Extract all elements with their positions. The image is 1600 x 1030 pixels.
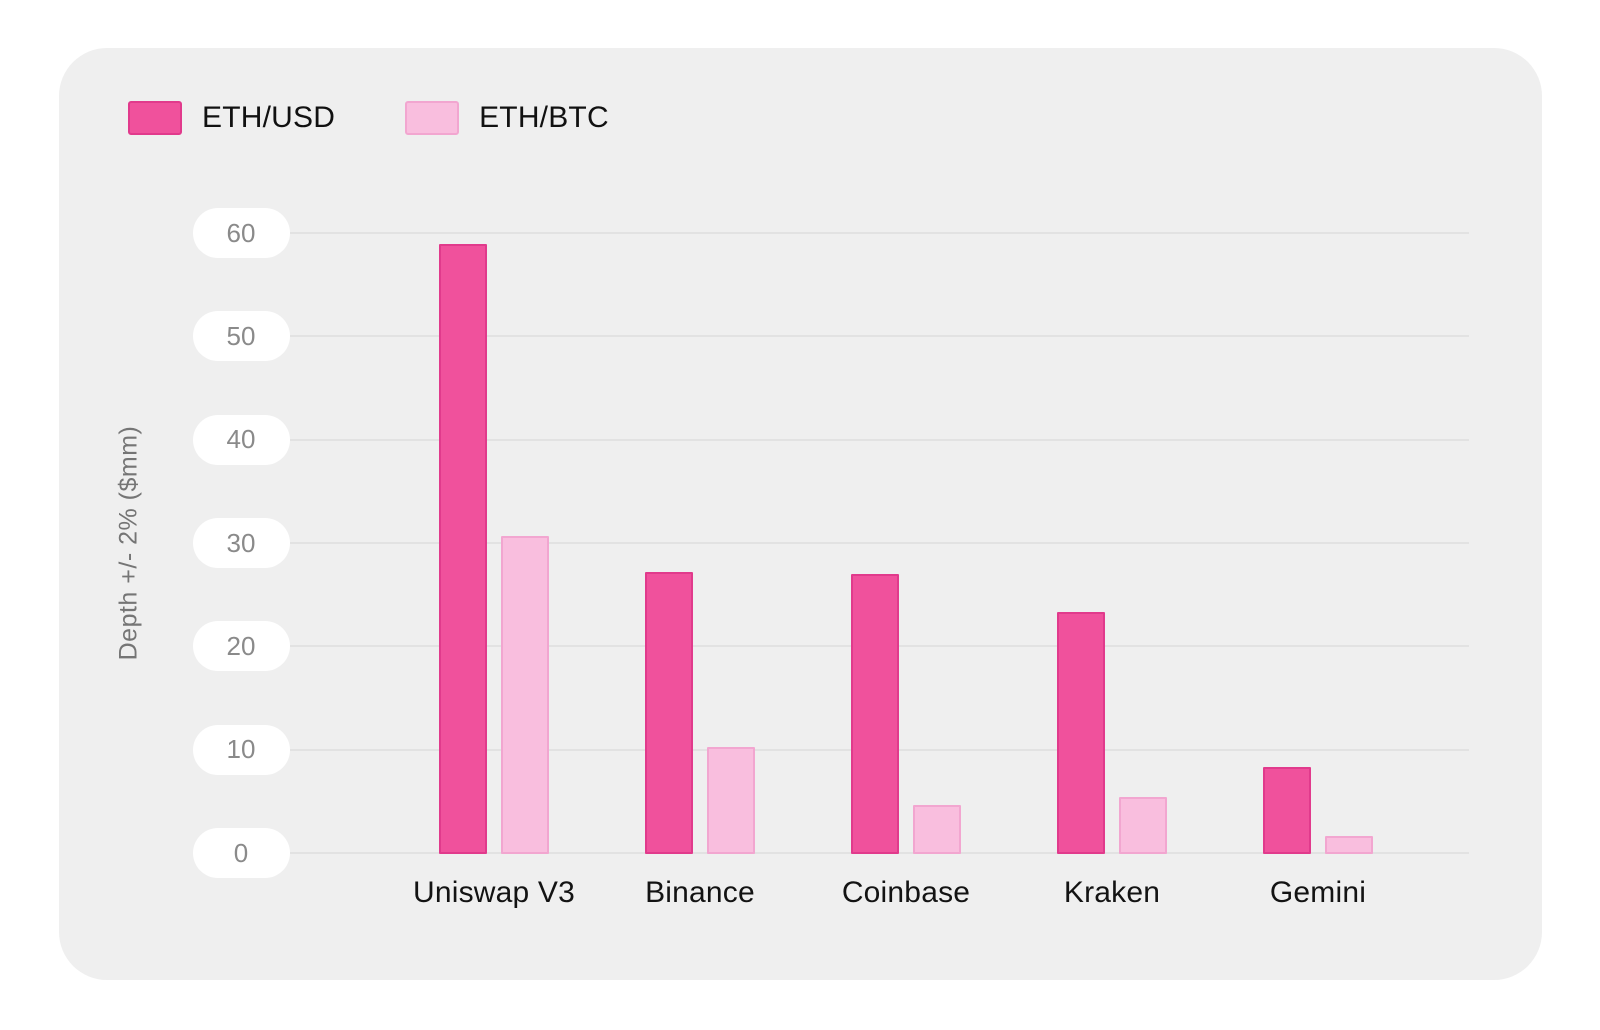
- bar-eth-btc-uniswap-v3: [501, 535, 549, 854]
- bar-eth-btc-coinbase: [913, 805, 961, 854]
- bar-eth-usd-kraken: [1057, 612, 1105, 854]
- chart-legend: ETH/USD ETH/BTC: [128, 101, 609, 135]
- bar-eth-usd-coinbase: [851, 573, 899, 854]
- gridline-40: [290, 438, 1469, 441]
- bar-eth-btc-kraken: [1119, 797, 1167, 854]
- legend-label-eth-btc: ETH/BTC: [479, 101, 609, 134]
- plot-area: 60 50 40 30 20 10 0 Uniswap V3 Binance Coinbase Kr…: [59, 48, 1542, 980]
- y-tick-50: 50: [192, 311, 290, 362]
- bar-eth-btc-binance: [707, 746, 755, 854]
- x-label-uniswap-v3: Uniswap V3: [412, 876, 576, 909]
- x-label-coinbase: Coinbase: [841, 876, 971, 909]
- legend-item-eth-btc: ETH/BTC: [405, 101, 609, 135]
- x-label-kraken: Kraken: [1063, 876, 1161, 909]
- y-tick-60: 60: [192, 208, 290, 259]
- y-tick-0: 0: [192, 828, 290, 878]
- gridline-30: [290, 542, 1469, 544]
- bar-eth-usd-gemini: [1263, 767, 1311, 854]
- bar-eth-usd-uniswap-v3: [439, 244, 487, 854]
- chart-card: ETH/USD ETH/BTC Depth +/- 2% ($mm) 60 50 4…: [59, 48, 1542, 980]
- gridline-50: [290, 335, 1469, 338]
- bar-eth-usd-binance: [645, 571, 693, 854]
- y-tick-30: 30: [192, 518, 290, 568]
- x-label-gemini: Gemini: [1269, 876, 1367, 909]
- legend-item-eth-usd: ETH/USD: [128, 101, 335, 135]
- y-tick-40: 40: [192, 414, 290, 465]
- bar-eth-btc-gemini: [1325, 836, 1373, 854]
- legend-label-eth-usd: ETH/USD: [202, 101, 336, 134]
- legend-swatch-eth-btc: [405, 101, 460, 135]
- x-label-binance: Binance: [645, 876, 755, 909]
- y-tick-20: 20: [192, 621, 290, 672]
- y-tick-10: 10: [192, 724, 290, 775]
- gridline-60: [290, 232, 1469, 235]
- legend-swatch-eth-usd: [128, 101, 182, 135]
